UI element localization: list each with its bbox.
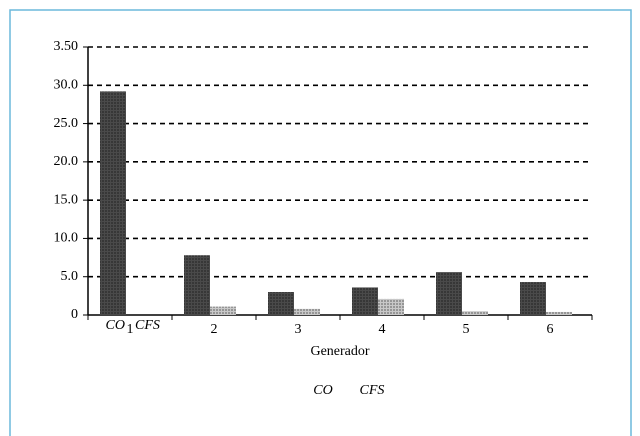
x-tick-label: 3	[295, 322, 302, 337]
y-tick-label: 25.0	[54, 116, 79, 131]
y-tick-label: 10.0	[54, 231, 79, 246]
y-tick-label: 20.0	[54, 154, 79, 169]
bar-texture	[184, 255, 210, 315]
x-tick-label: 6	[547, 322, 554, 337]
x-tick-label: 1	[127, 322, 134, 337]
y-tick-label: 30.0	[54, 78, 79, 93]
category-overlay: CO	[106, 318, 125, 333]
bar-texture	[210, 306, 236, 315]
bar-texture	[352, 287, 378, 315]
category-overlay: CFS	[135, 318, 160, 333]
x-tick-label: 5	[463, 322, 470, 337]
frame	[9, 9, 632, 436]
bar-texture	[462, 311, 488, 315]
bar-texture	[100, 91, 126, 315]
x-axis-label: Generador	[310, 344, 369, 359]
y-tick-label: 3.50	[54, 39, 79, 54]
bar-texture	[546, 311, 572, 315]
y-tick-label: 0	[71, 307, 78, 322]
x-tick-label: 4	[379, 322, 386, 337]
bar-texture	[268, 292, 294, 315]
x-tick-label: 2	[211, 322, 218, 337]
legend-label: CO	[313, 383, 332, 398]
bar-texture	[378, 298, 404, 315]
y-tick-label: 5.0	[61, 269, 79, 284]
legend-label: CFS	[360, 383, 385, 398]
y-tick-label: 15.0	[54, 192, 79, 207]
bar-texture	[436, 272, 462, 315]
bar-texture	[294, 308, 320, 315]
bar-texture	[520, 282, 546, 315]
